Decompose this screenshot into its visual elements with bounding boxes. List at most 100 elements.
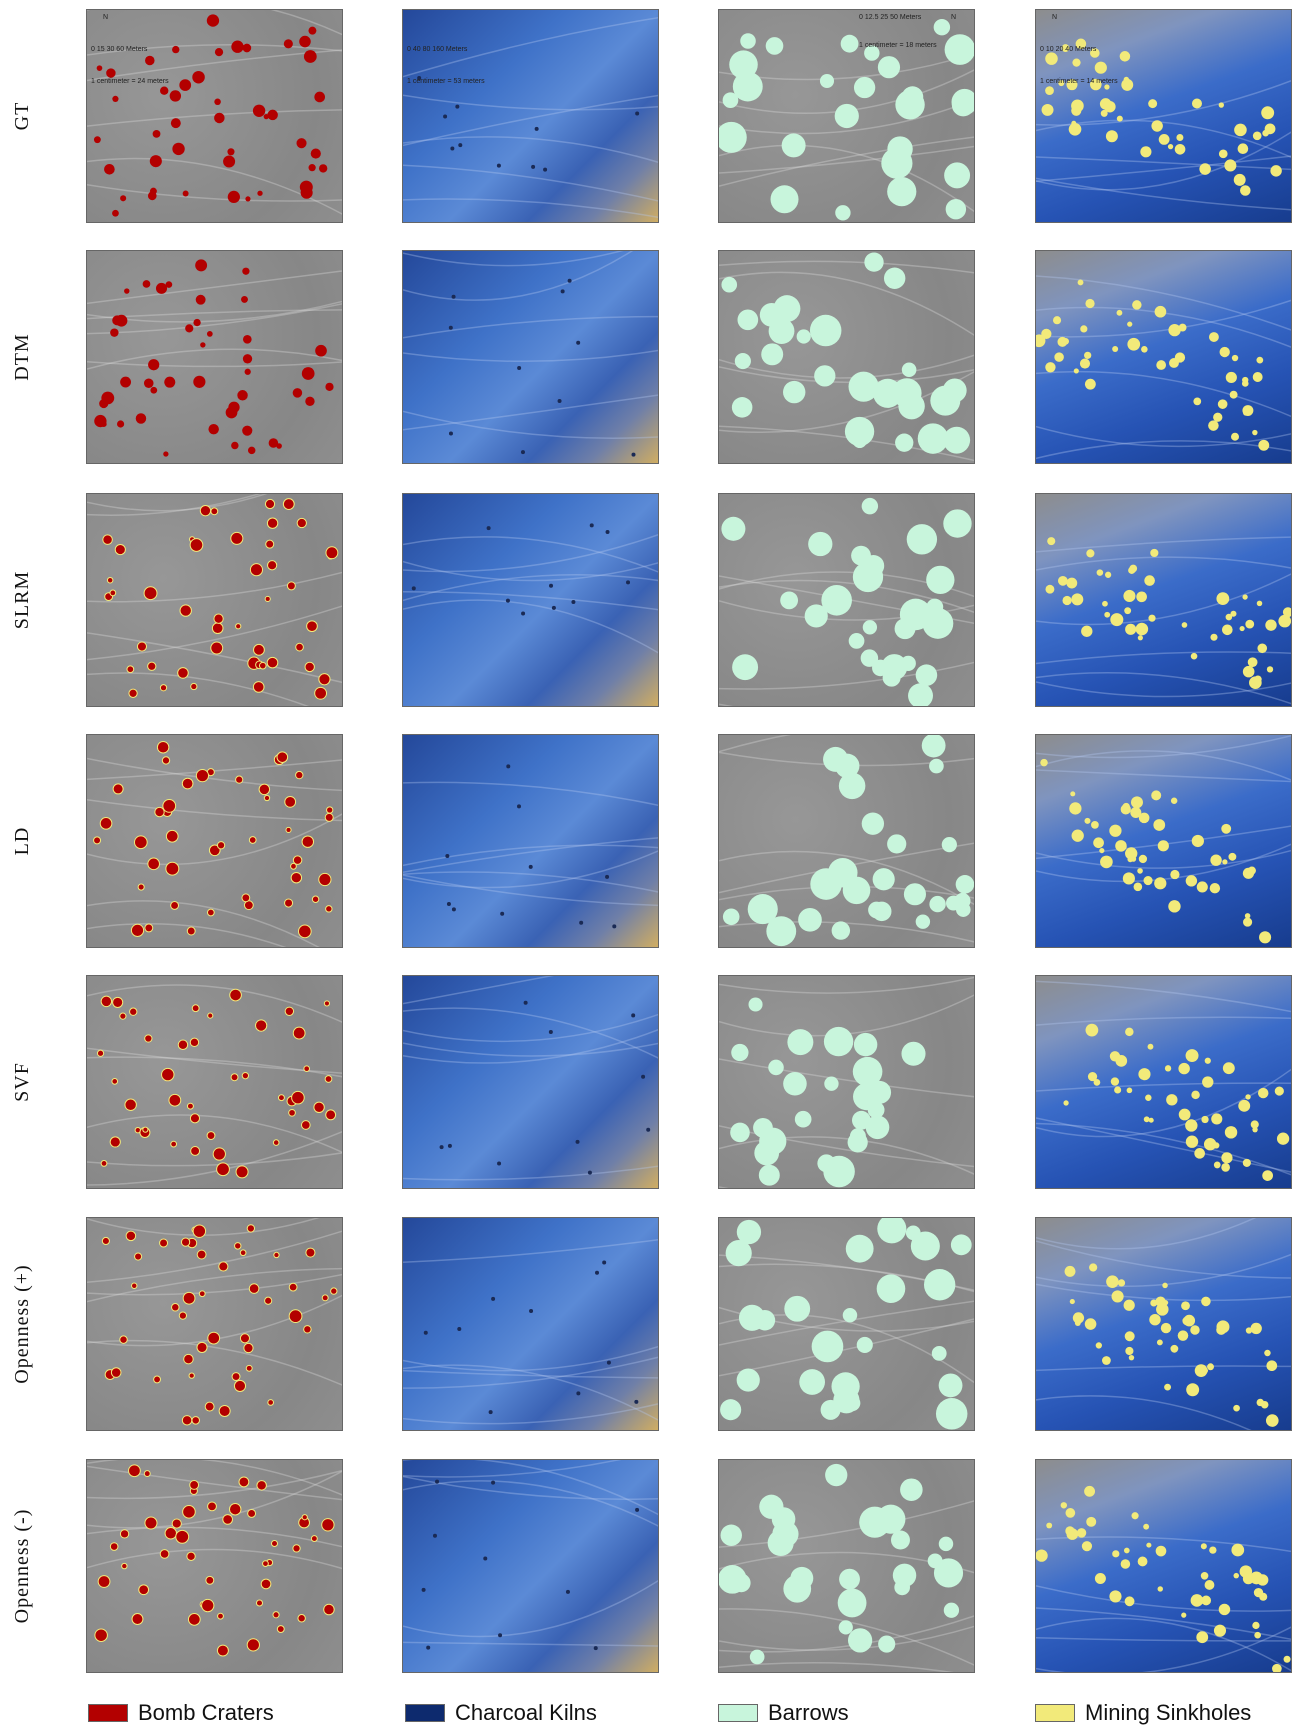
map-panel: 0 15 30 60 Meters1 centimeter = 24 meter… [86, 9, 343, 223]
annotation [854, 1033, 877, 1056]
annotation [790, 1567, 813, 1590]
annotation [319, 164, 327, 172]
annotation [506, 599, 510, 603]
annotation [1121, 79, 1133, 91]
annotation [242, 268, 249, 275]
annotation [1284, 1656, 1291, 1663]
annotation [148, 359, 159, 370]
annotation [1169, 358, 1179, 368]
annotation [1265, 619, 1276, 630]
annotation [1176, 134, 1183, 141]
annotation [851, 546, 871, 566]
annotation [129, 689, 137, 697]
annotation [259, 662, 266, 669]
annotation [731, 1044, 748, 1061]
annotation [1226, 372, 1237, 383]
annotation [839, 773, 866, 800]
annotation [1222, 859, 1227, 864]
annotation [1101, 110, 1108, 117]
annotation [635, 1508, 639, 1512]
compass: N [1052, 14, 1057, 21]
annotation [766, 37, 784, 55]
annotation [172, 1303, 180, 1311]
annotation [1165, 1065, 1171, 1071]
annotation [261, 1579, 271, 1589]
annotation [249, 1284, 259, 1294]
row-label: Openness (-) [10, 1459, 34, 1673]
annotation [135, 1253, 142, 1260]
annotation [759, 1128, 786, 1155]
annotation [154, 1376, 161, 1383]
annotation [1110, 613, 1123, 626]
annotation [1046, 1523, 1052, 1529]
annotation [264, 114, 269, 119]
annotation [155, 807, 164, 816]
annotation [272, 1540, 278, 1546]
annotation [1104, 84, 1109, 89]
annotation [235, 1243, 241, 1249]
annotation [737, 1220, 761, 1244]
annotation [1257, 601, 1263, 607]
annotation [445, 854, 449, 858]
annotation [843, 877, 871, 905]
annotation [558, 399, 562, 403]
annotation [455, 105, 459, 109]
annotation [97, 1050, 103, 1056]
annotation [325, 813, 333, 821]
annotation [1139, 855, 1147, 863]
annotation [1178, 1330, 1189, 1341]
annotation [243, 44, 252, 53]
annotation [911, 1231, 940, 1260]
annotation [110, 590, 116, 596]
annotation [761, 343, 783, 365]
annotation [956, 875, 975, 894]
map-panel [402, 1217, 659, 1431]
annotation [449, 326, 453, 330]
annotation [207, 909, 214, 916]
annotation [862, 498, 878, 514]
terrain-line [403, 1371, 659, 1378]
annotation [1183, 1315, 1195, 1327]
annotation [278, 1095, 284, 1101]
annotation [234, 1380, 245, 1391]
annotation [1243, 410, 1248, 415]
annotation [1203, 1368, 1208, 1373]
annotation [483, 1556, 487, 1560]
annotation [112, 315, 122, 325]
annotation [212, 623, 223, 634]
annotation [549, 584, 553, 588]
annotation [1070, 1299, 1075, 1304]
annotation [185, 324, 193, 332]
annotation [576, 1140, 580, 1144]
terrain-line [719, 1187, 975, 1189]
annotation [1222, 624, 1233, 635]
annotation [1194, 1148, 1205, 1159]
annotation [458, 143, 462, 147]
annotation [771, 185, 799, 213]
map-panel [1035, 734, 1292, 948]
annotation [132, 1283, 137, 1288]
terrain-line [403, 95, 659, 110]
annotation [1096, 1342, 1102, 1348]
annotation [1186, 1383, 1199, 1396]
annotation [877, 1274, 906, 1303]
annotation [843, 1308, 857, 1322]
terrain-line [403, 395, 659, 430]
annotation [594, 1646, 598, 1650]
annotation [926, 599, 943, 616]
annotation [848, 1132, 868, 1152]
map-panel [718, 250, 975, 464]
annotation [1267, 666, 1273, 672]
annotation [196, 770, 208, 782]
annotation [939, 1537, 953, 1551]
annotation [291, 872, 301, 882]
annotation [824, 1027, 853, 1056]
annotation [951, 1234, 972, 1255]
annotation [257, 1481, 267, 1491]
annotation [576, 341, 580, 345]
annotation [1219, 1604, 1230, 1615]
annotation [226, 407, 238, 419]
annotation [1136, 591, 1147, 602]
annotation [1253, 131, 1262, 140]
annotation [748, 894, 778, 924]
